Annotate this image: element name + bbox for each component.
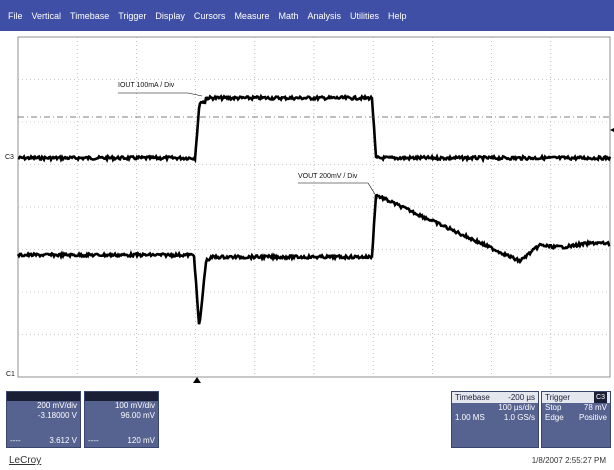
channel-1-offset: -3.18000 V xyxy=(37,411,77,420)
channel-2-header xyxy=(85,392,158,401)
channel-2-scale: 100 mV/div xyxy=(114,401,155,410)
channel-c3-marker[interactable]: C3 xyxy=(5,154,14,161)
timebase-rate: 1.0 GS/s xyxy=(503,413,535,422)
timebase-samples: 1.00 MS xyxy=(455,413,485,422)
trigger-descriptor[interactable]: Trigger C3 Stop 78 mV Edge Positive xyxy=(541,391,611,448)
waveform-display[interactable]: IOUT 100mA / Div VOUT 200mV / Div C3 C1 xyxy=(0,31,614,386)
menu-analysis[interactable]: Analysis xyxy=(307,10,341,21)
trigger-channel-badge: C3 xyxy=(594,392,607,403)
menu-file[interactable]: File xyxy=(8,10,23,21)
channel-2-footer-left: ---- xyxy=(88,436,99,445)
channel-1-footer-value: 3.612 V xyxy=(49,436,77,445)
brand-logo: LeCroy xyxy=(9,455,42,466)
channel-c1-marker[interactable]: C1 xyxy=(6,371,15,378)
iout-label-pointer xyxy=(187,92,203,97)
iout-trace xyxy=(17,93,612,164)
right-edge-marker xyxy=(610,128,614,132)
menu-math[interactable]: Math xyxy=(278,10,299,21)
timestamp: 1/8/2007 2:55:27 PM xyxy=(531,456,606,465)
vout-trace xyxy=(16,193,611,325)
menu-cursors[interactable]: Cursors xyxy=(193,10,226,21)
timebase-per-div: 100 µs/div xyxy=(498,403,535,412)
timebase-descriptor[interactable]: Timebase -200 µs 100 µs/div 1.00 MS 1.0 … xyxy=(451,391,539,448)
menu-timebase[interactable]: Timebase xyxy=(70,10,110,21)
menu-trigger[interactable]: Trigger xyxy=(118,10,147,21)
trigger-level: 78 mV xyxy=(583,403,607,412)
channel-2-descriptor[interactable]: 100 mV/div 96.00 mV ---- 120 mV xyxy=(84,391,159,448)
trigger-slope: Positive xyxy=(578,413,607,422)
iout-label: IOUT 100mA / Div xyxy=(118,82,175,89)
channel-1-scale: 200 mV/div xyxy=(36,401,77,410)
channel-1-footer-left: ---- xyxy=(10,436,21,445)
menu-bar: File Vertical Timebase Trigger Display Cursor… xyxy=(0,0,614,31)
status-area: 200 mV/div -3.18000 V ---- 3.612 V 100 m… xyxy=(0,386,614,470)
trigger-mode: Stop xyxy=(545,403,562,412)
trigger-title: Trigger xyxy=(545,393,571,402)
channel-1-header xyxy=(7,392,80,401)
channel-2-footer-value: 120 mV xyxy=(127,436,155,445)
trigger-position-marker xyxy=(193,377,201,383)
waveform-grid xyxy=(16,36,614,383)
channel-1-descriptor[interactable]: 200 mV/div -3.18000 V ---- 3.612 V xyxy=(6,391,81,448)
timebase-delay: -200 µs xyxy=(508,393,535,402)
timebase-title: Timebase xyxy=(455,393,490,402)
vout-label-pointer xyxy=(367,182,379,200)
menu-help[interactable]: Help xyxy=(388,10,407,21)
menu-vertical[interactable]: Vertical xyxy=(31,10,62,21)
menu-display[interactable]: Display xyxy=(155,10,185,21)
menu-measure[interactable]: Measure xyxy=(234,10,270,21)
vout-label: VOUT 200mV / Div xyxy=(298,173,358,180)
channel-2-offset: 96.00 mV xyxy=(120,411,155,420)
menu-utilities[interactable]: Utilities xyxy=(349,10,379,21)
trigger-type: Edge xyxy=(545,413,564,422)
